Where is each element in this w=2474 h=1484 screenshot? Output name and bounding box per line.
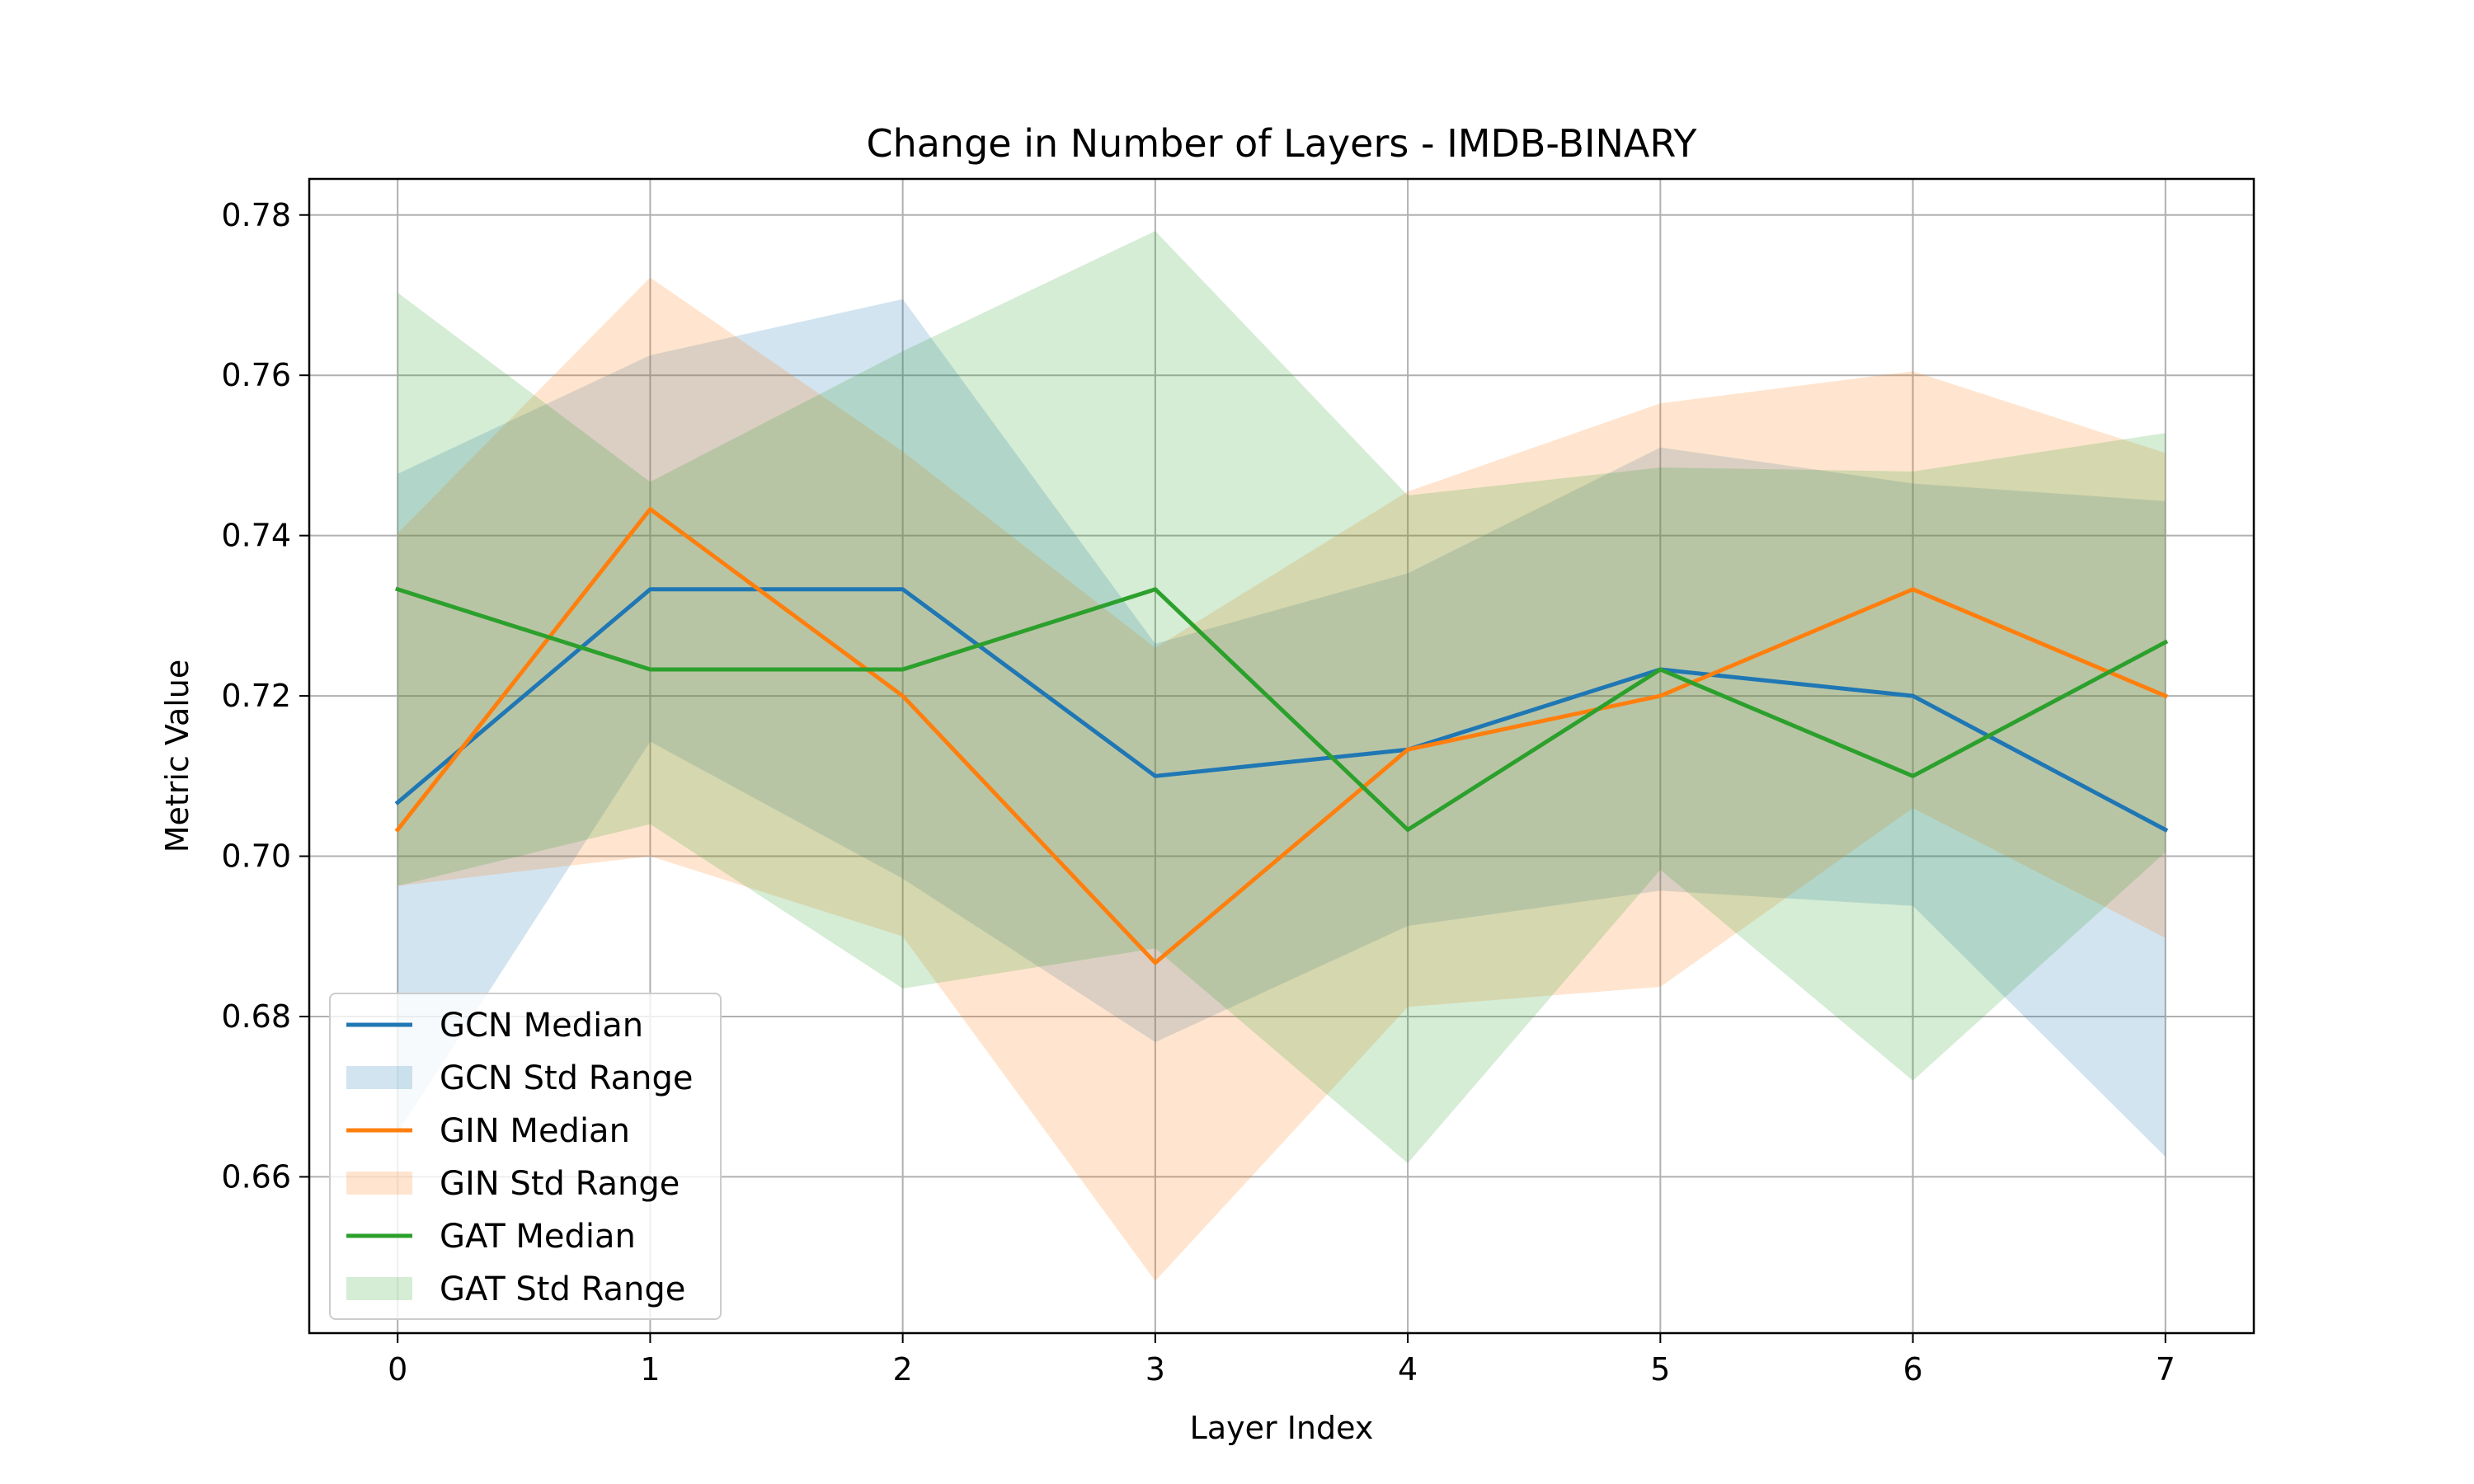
gin-std-legend-swatch — [346, 1172, 412, 1195]
gin-std-legend-label: GIN Std Range — [440, 1165, 680, 1203]
legend-box — [329, 993, 722, 1320]
gcn-std-legend-swatch — [346, 1066, 412, 1089]
gat-std-band — [397, 231, 2166, 1163]
y-tick-label: 0.72 — [221, 678, 291, 714]
gat-median-legend-label: GAT Median — [440, 1218, 636, 1256]
gcn-std-legend-label: GCN Std Range — [440, 1059, 694, 1097]
gin-std-band — [397, 277, 2166, 1281]
gin-median-line — [394, 507, 2169, 965]
y-tick-label: 0.68 — [221, 998, 291, 1035]
x-tick-label: 6 — [1903, 1351, 1922, 1388]
gin-median-legend-label: GIN Median — [440, 1112, 630, 1150]
gat-std-legend-swatch — [346, 1277, 412, 1300]
gat-std-legend-label: GAT Std Range — [440, 1270, 685, 1308]
y-axis-label: Metric Value — [159, 660, 195, 853]
legend: GCN Median GCN Std Range GIN Median GIN Std… — [329, 993, 722, 1320]
y-tick-label: 0.70 — [221, 838, 291, 875]
gcn-median-legend-label: GCN Median — [440, 1007, 643, 1045]
y-tick-label: 0.76 — [221, 357, 291, 393]
plot-frame — [308, 177, 2255, 1335]
gcn-std-band — [397, 298, 2166, 1158]
y-tick-label: 0.78 — [221, 197, 291, 233]
x-tick-label: 1 — [640, 1351, 660, 1388]
y-tick-label: 0.74 — [221, 518, 291, 554]
chart-title: Change in Number of Layers - IMDB-BINARY — [866, 121, 1697, 166]
x-axis-label: Layer Index — [1190, 1410, 1374, 1446]
x-axis-ticks: 0 1 2 3 4 5 6 7 — [388, 1333, 2175, 1388]
x-tick-label: 0 — [388, 1351, 407, 1388]
x-tick-label: 4 — [1398, 1351, 1418, 1388]
gat-median-line — [395, 586, 2169, 832]
gcn-median-line — [394, 587, 2169, 833]
std-bands — [397, 231, 2166, 1281]
x-tick-label: 5 — [1650, 1351, 1670, 1388]
x-tick-label: 2 — [893, 1351, 913, 1388]
y-tick-label: 0.66 — [221, 1158, 291, 1195]
x-tick-label: 3 — [1145, 1351, 1165, 1388]
median-lines — [394, 507, 2169, 965]
y-axis-ticks: 0.66 0.68 0.70 0.72 0.74 0.76 0.78 — [221, 197, 309, 1195]
x-tick-label: 7 — [2156, 1351, 2175, 1388]
